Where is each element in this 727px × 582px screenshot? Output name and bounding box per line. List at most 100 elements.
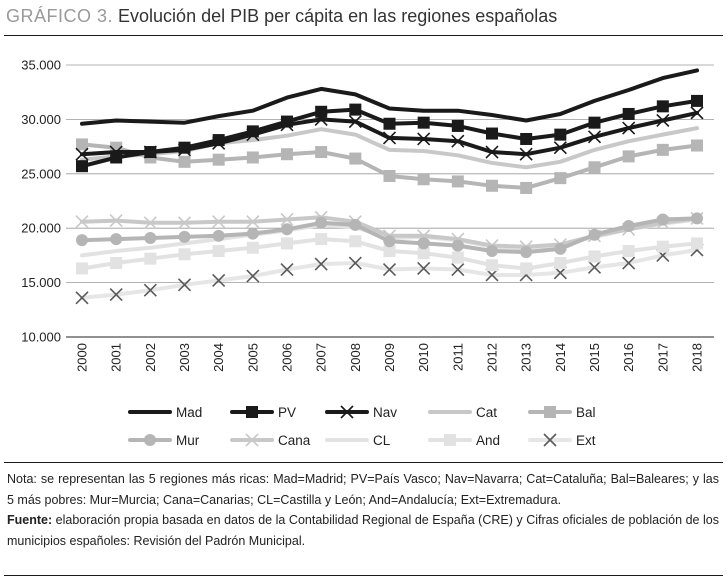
- x-tick-label: 2008: [348, 343, 363, 372]
- legend-item-mad: Mad: [128, 405, 202, 420]
- x-tick-label: 2018: [690, 343, 705, 372]
- x-tick-label: 2002: [143, 343, 158, 372]
- x-tick-label: 2004: [211, 343, 226, 372]
- x-tick-label: 2003: [177, 343, 192, 372]
- x-tick-label: 2000: [75, 343, 90, 372]
- data-point-mur: [417, 237, 430, 250]
- data-point-bal: [486, 179, 498, 192]
- data-point-and: [178, 248, 191, 261]
- data-point-and: [246, 241, 259, 254]
- data-point-and: [315, 233, 328, 246]
- data-point-nav: [417, 132, 431, 146]
- series-pv: [76, 94, 703, 173]
- figure-title: GRÁFICO 3. Evolución del PIB per cápita …: [6, 6, 557, 27]
- data-point-mur: [383, 235, 396, 248]
- legend-marker-pv: [246, 406, 258, 418]
- data-point-mur: [110, 233, 123, 246]
- data-point-pv: [691, 94, 703, 107]
- data-point-bal: [554, 172, 567, 185]
- data-point-mur: [246, 227, 259, 240]
- data-point-bal: [691, 139, 703, 152]
- chart-bottom-rule: [4, 462, 723, 463]
- data-point-and: [144, 252, 157, 265]
- data-point-bal: [451, 175, 464, 188]
- data-point-pv: [656, 100, 669, 113]
- note-text: Nota: se representan las 5 regiones más …: [7, 472, 719, 507]
- data-point-cana: [177, 216, 192, 230]
- legend-item-bal: Bal: [528, 405, 596, 420]
- legend-label-cl: CL: [373, 433, 391, 448]
- data-point-and: [554, 257, 567, 270]
- data-point-ext: [143, 283, 157, 297]
- data-point-nav: [690, 106, 704, 120]
- data-point-pv: [212, 134, 225, 147]
- x-tick-label: 2009: [382, 343, 397, 372]
- data-point-ext: [212, 273, 226, 287]
- data-point-cana: [143, 216, 157, 230]
- data-point-nav: [519, 147, 533, 161]
- data-point-bal: [212, 153, 225, 166]
- legend-label-bal: Bal: [576, 405, 596, 420]
- series-line-mad: [80, 68, 699, 126]
- x-tick-label: 2006: [280, 343, 295, 372]
- y-tick-label: 35.000: [21, 58, 61, 73]
- legend-item-mur: Mur: [128, 433, 200, 448]
- data-point-mur: [76, 234, 88, 247]
- data-point-pv: [349, 103, 362, 116]
- legend-label-nav: Nav: [373, 405, 397, 420]
- series-nav: [75, 106, 704, 161]
- legend-label-mad: Mad: [176, 405, 202, 420]
- data-point-and: [76, 262, 88, 275]
- data-point-pv: [417, 116, 430, 129]
- data-point-and: [212, 245, 225, 258]
- data-point-pv: [588, 116, 601, 129]
- data-point-mur: [144, 231, 157, 244]
- data-point-cana: [212, 215, 226, 229]
- source-body: elaboración propia basada en datos de la…: [7, 513, 719, 548]
- legend-marker-bal: [544, 406, 556, 418]
- data-point-and: [656, 240, 669, 253]
- data-point-bal: [622, 150, 635, 163]
- x-tick-label: 2016: [621, 343, 636, 372]
- data-point-nav: [656, 113, 670, 128]
- data-point-nav: [451, 134, 465, 148]
- legend-label-ext: Ext: [576, 433, 596, 448]
- data-point-ext: [314, 257, 328, 271]
- data-point-pv: [486, 127, 498, 140]
- legend-label-pv: PV: [278, 405, 296, 420]
- source-label: Fuente:: [7, 513, 53, 527]
- data-point-bal: [383, 169, 396, 182]
- source-text: Fuente: elaboración propia basada en dat…: [7, 510, 719, 551]
- series-bal: [76, 138, 703, 194]
- legend-item-and: And: [428, 433, 500, 448]
- legend-item-cat: Cat: [428, 405, 497, 420]
- data-point-pv: [622, 107, 635, 120]
- y-tick-label: 20.000: [21, 221, 61, 236]
- data-point-and: [349, 235, 362, 248]
- data-point-mur: [178, 230, 191, 243]
- data-point-and: [383, 245, 396, 258]
- legend-marker-mur: [144, 434, 156, 446]
- legend-item-ext: Ext: [528, 433, 596, 448]
- data-point-ext: [451, 262, 465, 277]
- series-mad: [80, 68, 699, 126]
- data-point-cana: [109, 214, 123, 228]
- data-point-ext: [280, 262, 294, 277]
- data-point-bal: [417, 173, 430, 186]
- data-point-and: [588, 250, 601, 263]
- data-point-mur: [520, 246, 533, 259]
- legend-item-cana: Cana: [230, 433, 311, 448]
- data-point-bal: [656, 143, 669, 156]
- data-point-pv: [178, 141, 191, 154]
- data-point-pv: [76, 160, 88, 173]
- series-and: [76, 233, 703, 275]
- data-point-bal: [315, 146, 328, 159]
- data-point-mur: [691, 212, 703, 225]
- data-point-and: [486, 259, 498, 272]
- data-point-pv: [520, 132, 533, 145]
- y-tick-label: 25.000: [21, 166, 61, 181]
- x-tick-label: 2017: [655, 343, 670, 372]
- bottom-rule: [4, 575, 723, 576]
- data-point-pv: [246, 125, 259, 138]
